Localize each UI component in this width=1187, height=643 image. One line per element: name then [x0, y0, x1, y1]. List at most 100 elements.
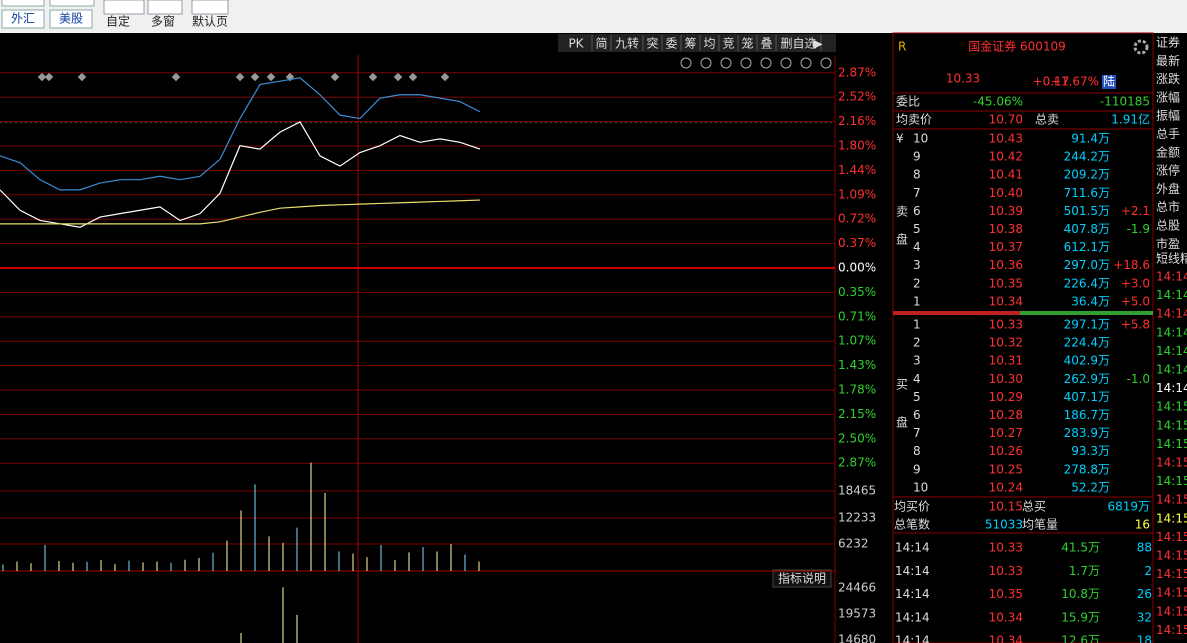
level-change: +2.1: [1121, 204, 1150, 218]
tag-bg: [1102, 75, 1116, 89]
level: 1: [913, 318, 921, 332]
level-volume: 501.5万: [1064, 204, 1110, 218]
event-marker: [37, 72, 47, 82]
side-time: 14:15: [1156, 604, 1187, 618]
chart-tool-icon[interactable]: [740, 57, 752, 69]
side-label: 买: [896, 378, 908, 392]
chart-tool-icon[interactable]: [700, 57, 712, 69]
side-time: 14:15: [1156, 586, 1187, 600]
avg-buy-label: 均买价: [894, 500, 930, 514]
level-volume: 52.2万: [1071, 480, 1110, 494]
gear-icon[interactable]: [1133, 39, 1149, 55]
level: 7: [913, 426, 921, 440]
cut-button[interactable]: [1, 0, 45, 7]
chart-tool-icon[interactable]: [820, 57, 832, 69]
level-price: 10.40: [989, 186, 1023, 200]
level: 5: [913, 390, 921, 404]
tick-price: 10.33: [989, 564, 1023, 578]
level-price: 10.25: [989, 462, 1023, 476]
chart-tool-icon[interactable]: [780, 57, 792, 69]
tick-time: 14:14: [895, 587, 930, 601]
pct-label-down: 1.07%: [838, 334, 876, 348]
tick-time: 14:14: [895, 541, 930, 555]
level: 8: [913, 444, 921, 458]
level-price: 10.43: [989, 132, 1023, 146]
level-price: 10.32: [989, 336, 1023, 350]
toolbar-button[interactable]: [1, 9, 45, 29]
tick-price: 10.33: [989, 541, 1023, 555]
pct-label-up: 2.52%: [838, 90, 876, 104]
side-field: 涨幅: [1156, 89, 1180, 104]
chart-tool-icon[interactable]: [760, 57, 772, 69]
total-sell-label: 总卖: [1035, 113, 1059, 127]
level-price: 10.37: [989, 240, 1023, 254]
level-volume: 407.8万: [1064, 222, 1110, 236]
lower-label: 14680: [838, 633, 876, 643]
level-volume: 209.2万: [1064, 168, 1110, 182]
event-marker: [266, 72, 276, 82]
pct-label-up: 1.09%: [838, 187, 876, 201]
tick-price: 10.35: [989, 587, 1023, 601]
side-field: 总手: [1156, 127, 1180, 141]
pct-label-down: 1.43%: [838, 358, 876, 372]
tick-volume: 15.9万: [1061, 610, 1100, 624]
level-volume: 36.4万: [1071, 294, 1110, 308]
level-price: 10.30: [989, 372, 1023, 386]
level-price: 10.36: [989, 258, 1023, 272]
side-time: 14:15: [1156, 400, 1187, 414]
level: 6: [913, 204, 921, 218]
event-marker: [393, 72, 403, 82]
chart-tool-icon[interactable]: [720, 57, 732, 69]
chart-tab: 简: [595, 37, 607, 51]
chart-tool-icon[interactable]: [680, 57, 692, 69]
line-avg-line: [0, 199, 481, 225]
level-price: 10.35: [989, 276, 1023, 290]
pct-label-up: 1.44%: [838, 163, 876, 177]
tool-icon[interactable]: [103, 0, 145, 15]
tick-volume: 12.6万: [1061, 634, 1100, 643]
chart-tab: 竞: [722, 37, 734, 51]
pct-label-down: 0.71%: [838, 309, 876, 323]
side-time: 14:15: [1156, 456, 1187, 470]
trades: 51033: [985, 518, 1023, 532]
side-time: 14:14: [1156, 344, 1187, 358]
indicator-button[interactable]: [772, 569, 832, 588]
tool-icon[interactable]: [191, 0, 229, 15]
chart-tab: 均: [703, 37, 715, 51]
level-change: +5.0: [1121, 294, 1150, 308]
chart-tool-icon[interactable]: [800, 57, 812, 69]
level: 3: [913, 354, 921, 368]
level-price: 10.28: [989, 408, 1023, 422]
level: 4: [913, 240, 921, 254]
trades-label: 总笔数: [894, 517, 930, 532]
event-marker: [77, 72, 87, 82]
chart-tab: 删自选: [780, 37, 816, 51]
side-label: 卖: [896, 205, 908, 219]
level-price: 10.27: [989, 426, 1023, 440]
side-field: 涨停: [1156, 163, 1180, 178]
tool-label: 多窗: [151, 15, 175, 29]
level-price: 10.38: [989, 222, 1023, 236]
level-price: 10.24: [989, 480, 1023, 494]
tick-count: 88: [1137, 541, 1152, 555]
toolbar-button[interactable]: [49, 9, 93, 29]
tick-volume: 41.5万: [1061, 541, 1100, 555]
total-sell: 1.91亿: [1111, 112, 1150, 127]
level-volume: 226.4万: [1064, 276, 1110, 290]
ratio-label: 委比: [896, 95, 920, 109]
level-volume: 93.3万: [1071, 444, 1110, 458]
level-volume: 283.9万: [1064, 426, 1110, 440]
tool-icon[interactable]: [147, 0, 183, 15]
sell-bar: [893, 311, 1020, 315]
cut-button[interactable]: [49, 0, 95, 7]
side-time: 14:15: [1156, 623, 1187, 637]
avg-sell-label: 均卖价: [896, 113, 932, 127]
change: +0.17: [1033, 75, 1070, 89]
volume-label: 6232: [838, 536, 869, 550]
level-price: 10.29: [989, 390, 1023, 404]
chart-tab: 筹: [684, 37, 696, 51]
level-volume: 711.6万: [1064, 186, 1110, 200]
tool-label: 自定: [106, 14, 130, 29]
tick-volume: 1.7万: [1069, 564, 1100, 578]
